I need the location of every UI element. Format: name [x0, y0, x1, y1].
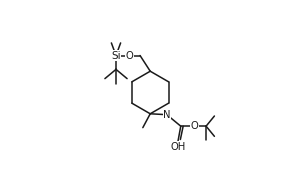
Text: O: O	[190, 121, 198, 131]
Text: OH: OH	[170, 142, 186, 152]
Text: N: N	[163, 110, 171, 120]
Text: Si: Si	[111, 51, 121, 60]
Text: O: O	[126, 51, 134, 60]
